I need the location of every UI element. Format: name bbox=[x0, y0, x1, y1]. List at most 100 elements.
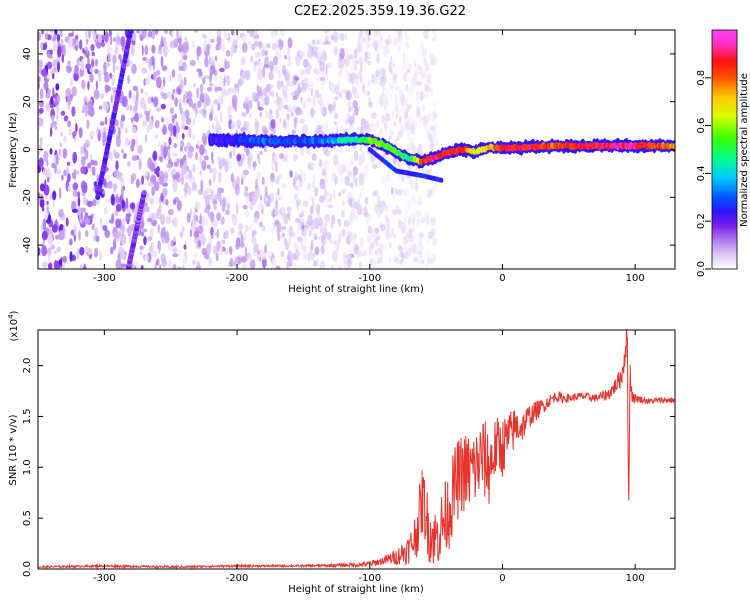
noise-blob bbox=[63, 169, 67, 177]
noise-blob bbox=[315, 89, 320, 98]
noise-blob bbox=[376, 53, 380, 65]
noise-blob bbox=[316, 124, 323, 134]
noise-blob bbox=[343, 257, 346, 269]
noise-blob bbox=[141, 30, 147, 39]
noise-blob bbox=[99, 121, 105, 126]
noise-blob bbox=[172, 246, 178, 253]
noise-blob bbox=[349, 235, 355, 243]
noise-blob bbox=[255, 178, 258, 190]
noise-blob bbox=[111, 213, 115, 224]
noise-blob bbox=[174, 113, 177, 120]
noise-blob bbox=[165, 216, 172, 224]
noise-blob bbox=[385, 112, 390, 122]
noise-blob bbox=[80, 145, 84, 156]
noise-blob bbox=[66, 165, 69, 176]
noise-blob bbox=[424, 124, 430, 134]
noise-blob bbox=[127, 161, 131, 167]
y-tick-label: 0.0 bbox=[22, 561, 33, 577]
noise-blob bbox=[87, 100, 93, 111]
noise-blob bbox=[103, 207, 108, 215]
noise-blob bbox=[129, 104, 133, 112]
noise-blob bbox=[158, 44, 162, 52]
noise-blob bbox=[432, 139, 439, 146]
noise-blob bbox=[433, 129, 436, 138]
noise-blob bbox=[271, 210, 274, 218]
noise-blob bbox=[327, 103, 334, 111]
noise-blob bbox=[307, 148, 312, 156]
noise-blob bbox=[380, 44, 387, 50]
noise-blob bbox=[104, 84, 109, 94]
noise-blob bbox=[310, 225, 313, 234]
noise-blob bbox=[243, 169, 249, 176]
noise-blob bbox=[68, 32, 74, 37]
noise-blob bbox=[177, 200, 182, 211]
noise-blob bbox=[42, 218, 46, 231]
noise-blob bbox=[307, 214, 313, 227]
y-tick-label: 1.0 bbox=[22, 459, 33, 475]
noise-blob bbox=[386, 173, 391, 183]
noise-blob bbox=[259, 248, 263, 255]
y-tick-label: 1.5 bbox=[22, 408, 33, 424]
noise-blob bbox=[62, 148, 68, 159]
noise-blob bbox=[213, 204, 218, 211]
noise-blob bbox=[179, 38, 182, 47]
noise-blob bbox=[69, 251, 73, 262]
noise-blob bbox=[43, 81, 49, 91]
noise-blob bbox=[310, 97, 316, 109]
noise-blob bbox=[299, 218, 305, 226]
noise-blob bbox=[47, 167, 50, 176]
noise-blob bbox=[56, 33, 61, 43]
noise-blob bbox=[216, 34, 222, 46]
noise-blob bbox=[214, 231, 220, 237]
noise-blob bbox=[97, 33, 103, 43]
noise-blob bbox=[38, 247, 41, 256]
noise-blob bbox=[110, 246, 114, 255]
noise-blob bbox=[291, 129, 297, 135]
noise-blob bbox=[386, 204, 389, 213]
noise-blob bbox=[212, 167, 217, 176]
noise-blob bbox=[345, 33, 347, 40]
noise-blob bbox=[238, 230, 243, 237]
noise-blob bbox=[292, 262, 296, 269]
noise-blob bbox=[416, 217, 421, 225]
noise-blob bbox=[235, 239, 240, 248]
noise-blob bbox=[379, 127, 383, 136]
noise-blob bbox=[226, 75, 231, 87]
noise-blob bbox=[187, 90, 193, 100]
noise-blob bbox=[69, 238, 73, 246]
noise-blob bbox=[277, 196, 283, 201]
noise-blob bbox=[110, 47, 113, 53]
noise-blob bbox=[382, 85, 385, 95]
noise-blob bbox=[283, 119, 286, 129]
noise-blob bbox=[144, 92, 148, 97]
noise-blob bbox=[41, 68, 47, 77]
noise-blob bbox=[183, 94, 186, 104]
noise-blob bbox=[292, 95, 298, 101]
noise-blob bbox=[196, 87, 200, 99]
noise-blob bbox=[425, 264, 428, 269]
noise-blob bbox=[181, 173, 184, 186]
noise-blob bbox=[352, 112, 355, 124]
noise-blob bbox=[388, 135, 392, 141]
noise-blob bbox=[322, 221, 327, 233]
noise-blob bbox=[410, 79, 416, 90]
noise-blob bbox=[47, 176, 50, 183]
noise-blob bbox=[115, 218, 121, 229]
noise-blob bbox=[287, 212, 291, 219]
noise-blob bbox=[117, 176, 124, 181]
noise-blob bbox=[90, 159, 95, 166]
noise-blob bbox=[85, 217, 90, 225]
spectrogram-y-label: Frequency (Hz) bbox=[8, 112, 19, 188]
noise-blob bbox=[368, 244, 372, 256]
noise-blob bbox=[192, 105, 198, 111]
noise-blob bbox=[59, 30, 63, 38]
noise-blob bbox=[428, 255, 431, 264]
noise-blob bbox=[362, 82, 366, 94]
noise-blob bbox=[161, 237, 168, 244]
noise-blob bbox=[207, 86, 213, 92]
noise-blob bbox=[370, 241, 375, 250]
noise-blob bbox=[152, 189, 155, 196]
noise-blob bbox=[79, 246, 85, 256]
noise-blob bbox=[311, 153, 317, 161]
noise-blob bbox=[271, 257, 278, 269]
